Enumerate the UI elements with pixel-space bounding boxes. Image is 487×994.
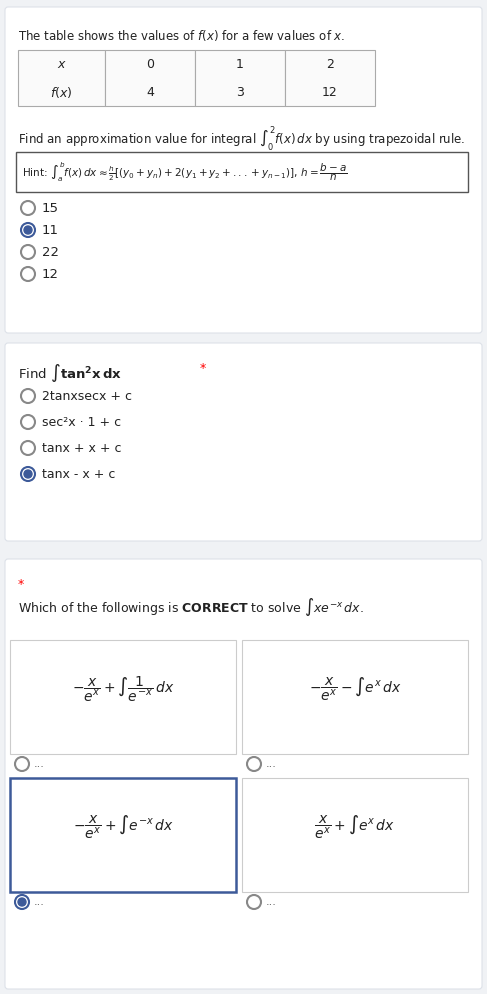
- Text: $x$: $x$: [56, 58, 66, 71]
- Text: $-\dfrac{x}{e^x}+\int e^{-x}\, dx$: $-\dfrac{x}{e^x}+\int e^{-x}\, dx$: [73, 813, 173, 841]
- Text: 0: 0: [146, 58, 154, 71]
- FancyBboxPatch shape: [10, 640, 236, 754]
- Bar: [105, 50, 195, 106]
- Text: 4: 4: [146, 85, 154, 98]
- Circle shape: [24, 226, 32, 234]
- Text: *: *: [200, 362, 206, 375]
- Text: tanx - x + c: tanx - x + c: [42, 467, 115, 480]
- FancyBboxPatch shape: [5, 7, 482, 333]
- FancyBboxPatch shape: [242, 640, 468, 754]
- FancyBboxPatch shape: [242, 778, 468, 892]
- Text: 1: 1: [236, 58, 244, 71]
- Text: Find $\int \mathbf{tan^2x}\, \mathbf{dx}$: Find $\int \mathbf{tan^2x}\, \mathbf{dx}…: [18, 362, 122, 384]
- Text: ...: ...: [34, 759, 45, 769]
- Text: ...: ...: [266, 759, 277, 769]
- Text: $-\dfrac{x}{e^x}-\int e^x\, dx$: $-\dfrac{x}{e^x}-\int e^x\, dx$: [309, 675, 401, 703]
- Bar: [285, 50, 375, 106]
- Text: Find an approximation value for integral $\int_0^2 f(x)\, dx$ by using trapezoid: Find an approximation value for integral…: [18, 124, 466, 153]
- Text: 2: 2: [326, 58, 334, 71]
- Text: ...: ...: [34, 897, 45, 907]
- Circle shape: [24, 470, 32, 478]
- FancyBboxPatch shape: [16, 152, 468, 192]
- Text: 15: 15: [42, 202, 59, 215]
- FancyBboxPatch shape: [5, 343, 482, 541]
- Text: 2tanxsecx + c: 2tanxsecx + c: [42, 390, 132, 403]
- Bar: [195, 50, 285, 106]
- Text: $\dfrac{x}{e^x}+\int e^x\, dx$: $\dfrac{x}{e^x}+\int e^x\, dx$: [315, 813, 395, 841]
- Circle shape: [18, 898, 26, 906]
- Text: *: *: [18, 578, 24, 591]
- Text: 11: 11: [42, 224, 59, 237]
- Text: The table shows the values of $f(x)$ for a few values of $x$.: The table shows the values of $f(x)$ for…: [18, 28, 345, 43]
- Text: 12: 12: [42, 267, 59, 280]
- Text: $f(x)$: $f(x)$: [50, 84, 73, 99]
- Text: 22: 22: [42, 246, 59, 258]
- Text: Hint: $\int_a^b f(x)\, dx \approx \frac{h}{2}[(y_0+y_n)+2(y_1+y_2+...+y_{n-1})]$: Hint: $\int_a^b f(x)\, dx \approx \frac{…: [22, 160, 348, 184]
- Text: $-\dfrac{x}{e^x}+\int\dfrac{1}{e^{-x}}\, dx$: $-\dfrac{x}{e^x}+\int\dfrac{1}{e^{-x}}\,…: [72, 674, 174, 704]
- Text: Which of the followings is $\mathbf{CORRECT}$ to solve $\int xe^{-x}\, dx$.: Which of the followings is $\mathbf{CORR…: [18, 596, 364, 618]
- Bar: [18, 50, 105, 106]
- Text: ...: ...: [266, 897, 277, 907]
- FancyBboxPatch shape: [10, 778, 236, 892]
- Text: sec²x · 1 + c: sec²x · 1 + c: [42, 415, 121, 428]
- Text: 3: 3: [236, 85, 244, 98]
- Text: tanx + x + c: tanx + x + c: [42, 441, 121, 454]
- Text: 12: 12: [322, 85, 338, 98]
- FancyBboxPatch shape: [5, 559, 482, 989]
